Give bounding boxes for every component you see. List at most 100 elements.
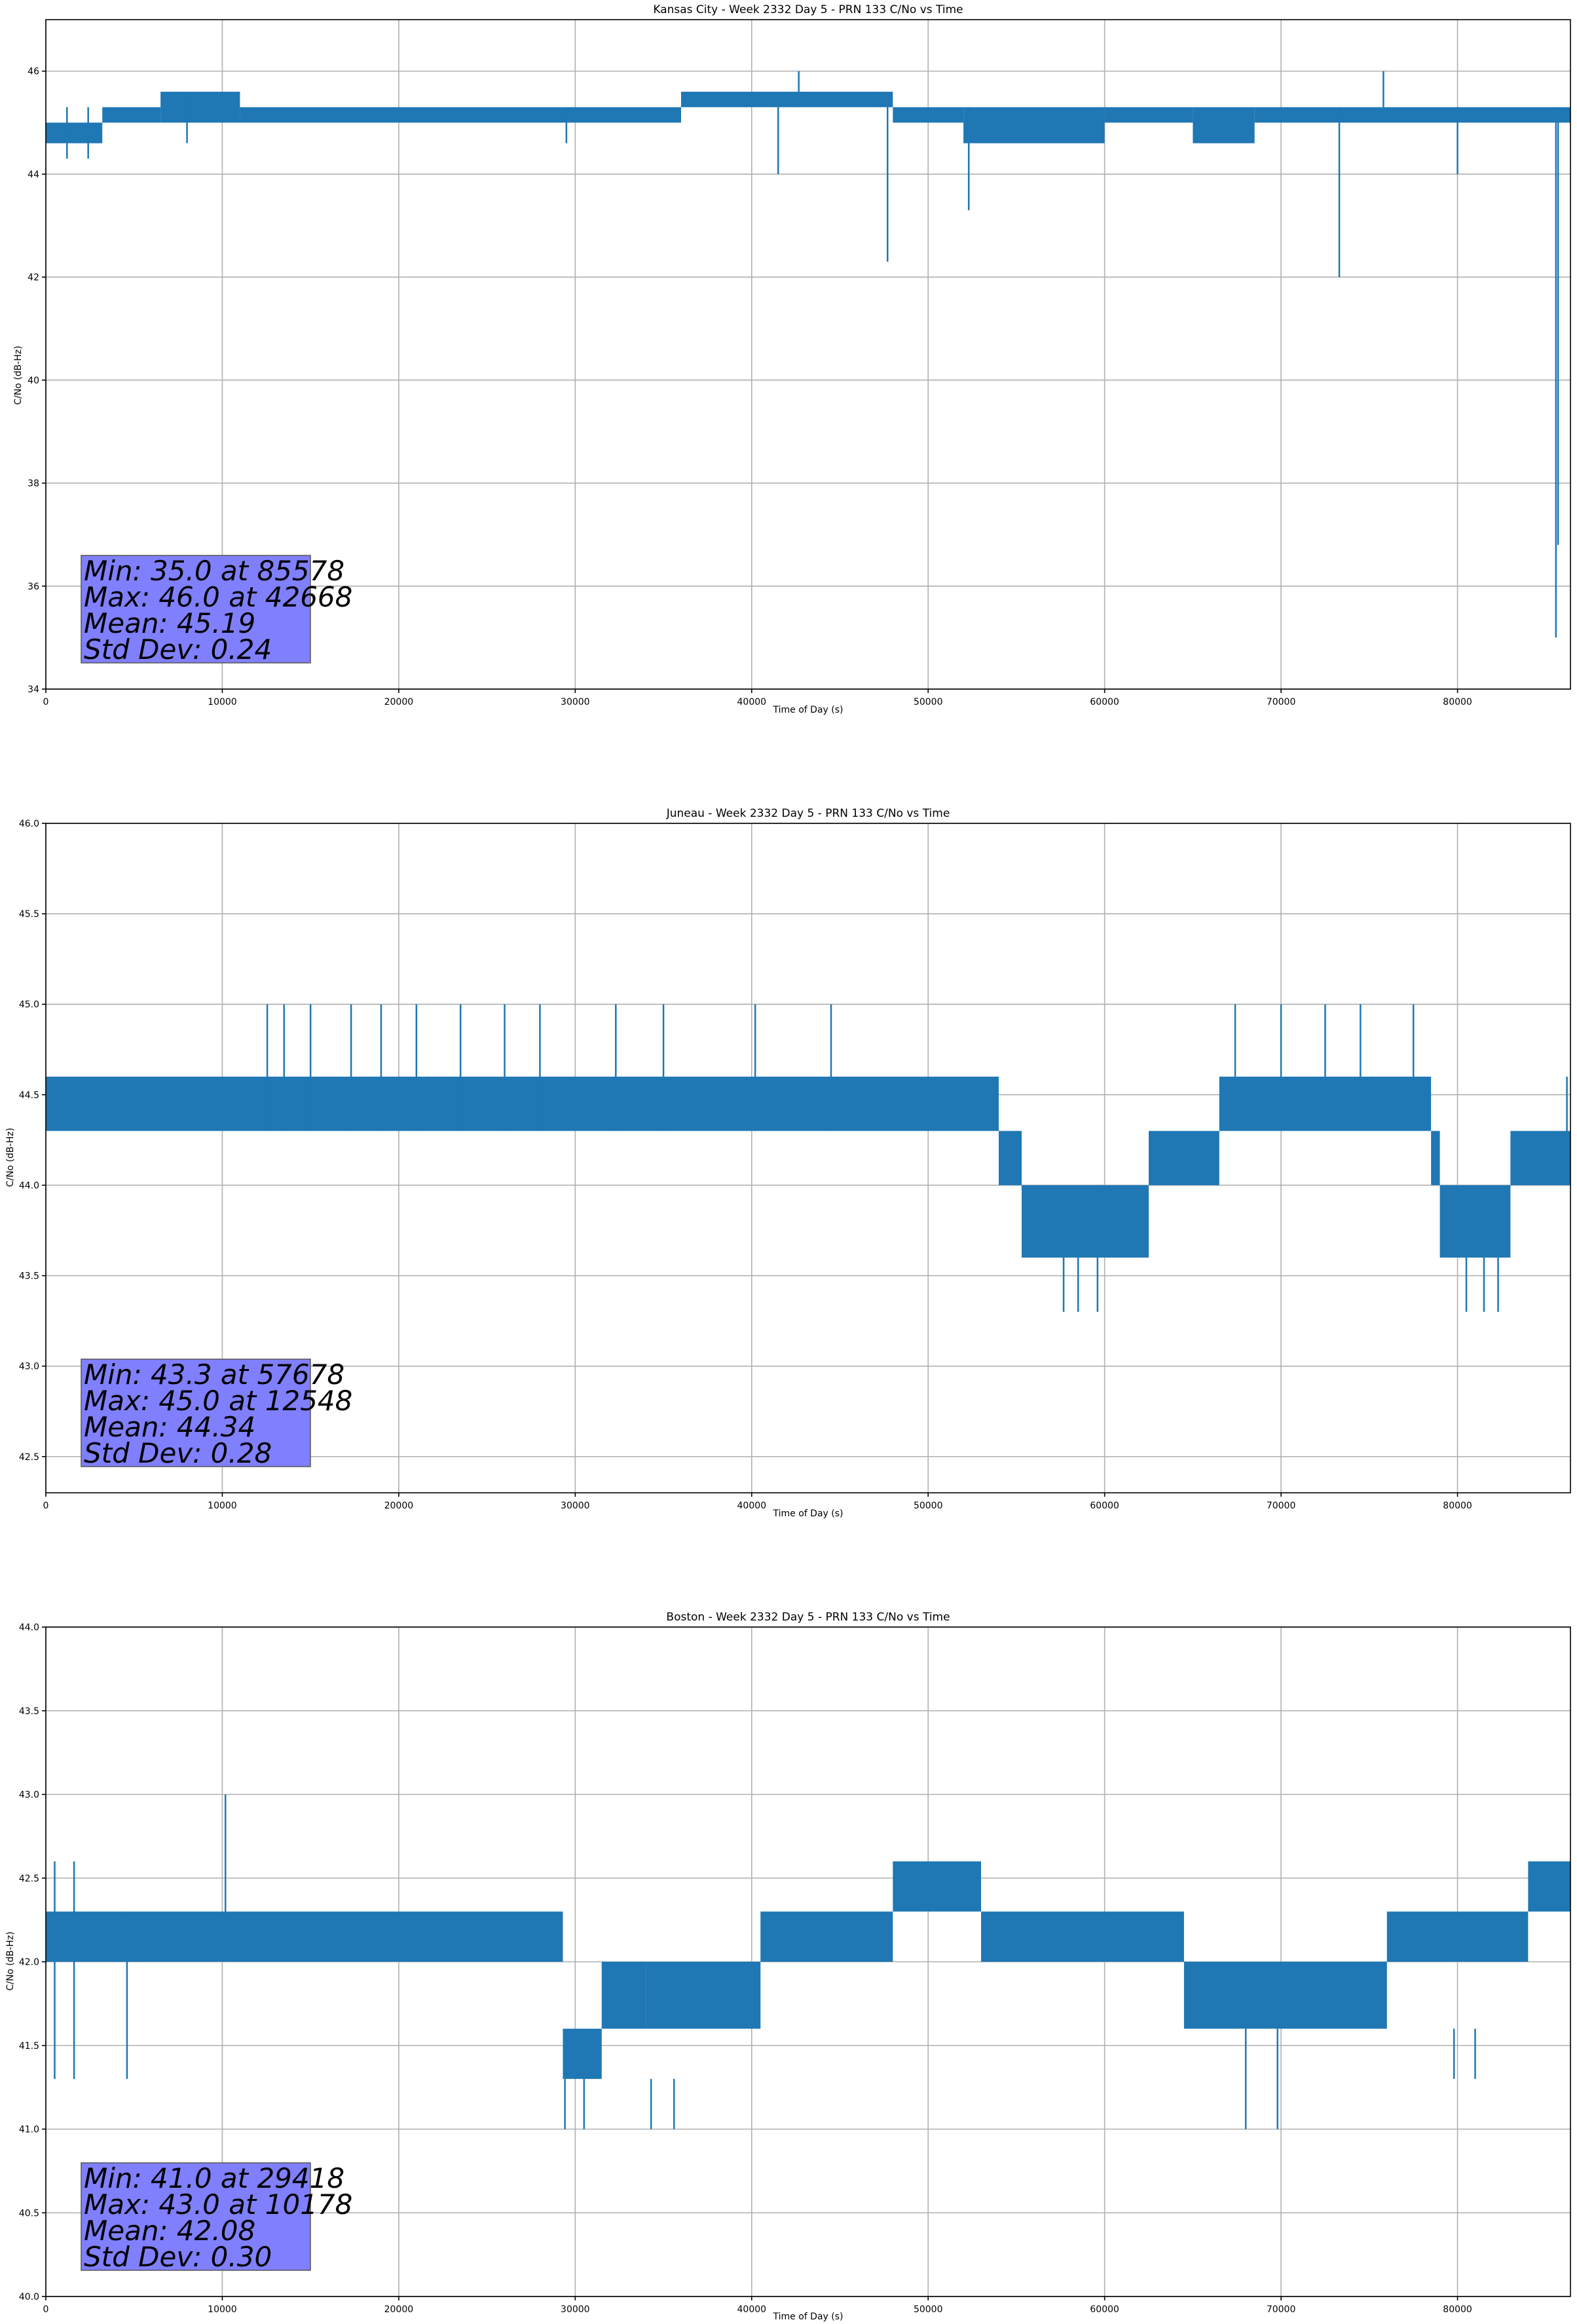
data-band: [240, 107, 681, 123]
y-tick-label: 40.0: [19, 2292, 39, 2302]
x-tick-label: 30000: [561, 1501, 590, 1511]
data-band: [1022, 1185, 1149, 1258]
stats-min: Min: 43.3 at 57678: [84, 1359, 344, 1391]
data-series: [46, 1004, 1570, 1312]
data-band: [1386, 1911, 1529, 1962]
x-tick-label: 60000: [1090, 697, 1119, 707]
data-band: [1254, 107, 1570, 123]
y-tick-label: 41.0: [19, 2125, 39, 2135]
y-tick-label: 42.0: [19, 1957, 39, 1968]
x-tick-label: 70000: [1267, 2304, 1296, 2315]
data-band: [1183, 1962, 1387, 2029]
data-band: [601, 1962, 646, 2029]
x-tick-label: 0: [43, 2304, 49, 2315]
x-tick-label: 40000: [737, 2304, 767, 2315]
data-band: [981, 1911, 1184, 1962]
x-tick-label: 0: [43, 697, 49, 707]
x-tick-label: 50000: [914, 1501, 943, 1511]
x-axis-label: Time of Day (s): [773, 2312, 844, 2322]
stats-mean: Mean: 42.08: [84, 2215, 255, 2247]
x-tick-label: 60000: [1090, 2304, 1119, 2315]
data-band: [963, 107, 1105, 143]
y-tick-label: 44: [28, 170, 39, 180]
x-tick-label: 50000: [914, 697, 943, 707]
x-tick-label: 0: [43, 1501, 49, 1511]
x-tick-label: 60000: [1090, 1501, 1119, 1511]
data-band: [46, 1076, 999, 1131]
y-tick-label: 42.5: [19, 1873, 39, 1884]
x-tick-label: 70000: [1267, 1501, 1296, 1511]
stats-box: [81, 555, 311, 664]
data-band: [1528, 1861, 1570, 1912]
y-axis-label: C/No (dB-Hz): [5, 1932, 16, 1991]
data-band: [1439, 1185, 1511, 1258]
y-tick-label: 45.0: [19, 1000, 39, 1010]
x-tick-label: 30000: [561, 697, 590, 707]
chart-title: Boston - Week 2332 Day 5 - PRN 133 C/No …: [666, 1611, 950, 1624]
y-tick-label: 42: [28, 272, 39, 283]
stats-std-dev: Std Dev: 0.24: [84, 633, 272, 665]
x-tick-label: 80000: [1443, 2304, 1472, 2315]
data-band: [1219, 1076, 1432, 1131]
data-band: [46, 122, 103, 143]
stats-box: [81, 1359, 311, 1467]
stats-min: Min: 35.0 at 85578: [84, 555, 344, 587]
y-tick-label: 44.5: [19, 1090, 39, 1100]
data-series: [46, 1794, 1570, 2129]
stats-std-dev: Std Dev: 0.28: [84, 1437, 272, 1469]
stats-std-dev: Std Dev: 0.30: [84, 2241, 272, 2273]
plot-area: 0 10000 20000 30000 40000 50000 60000 70000 8000…: [28, 19, 1571, 707]
y-axis-label: C/No (dB-Hz): [13, 346, 24, 405]
x-tick-label: 80000: [1443, 697, 1472, 707]
plot-area: 0 10000 20000 30000 40000 50000 60000 70000 8000…: [19, 819, 1571, 1511]
data-band: [893, 107, 964, 123]
y-axis-label: C/No (dB-Hz): [5, 1128, 16, 1187]
boston-chart: 0 10000 20000 30000 40000 50000 60000 70000 8000…: [5, 1611, 1571, 2322]
x-tick-label: 20000: [384, 1501, 414, 1511]
juneau-chart: 0 10000 20000 30000 40000 50000 60000 70000 8000…: [5, 807, 1571, 1519]
data-band: [46, 1911, 563, 1962]
y-tick-label: 38: [28, 479, 39, 489]
stats-max: Max: 45.0 at 12548: [84, 1385, 352, 1417]
x-axis-label: Time of Day (s): [773, 1509, 844, 1519]
x-tick-label: 40000: [737, 697, 767, 707]
data-band: [1149, 1131, 1219, 1186]
x-tick-label: 80000: [1443, 1501, 1472, 1511]
stats-mean: Mean: 44.34: [84, 1411, 255, 1443]
y-tick-label: 41.5: [19, 2041, 39, 2052]
stats-mean: Mean: 45.19: [84, 607, 255, 639]
y-tick-label: 44.0: [19, 1180, 39, 1191]
x-tick-label: 40000: [737, 1501, 767, 1511]
y-tick-label: 45.5: [19, 909, 39, 920]
data-band: [102, 107, 161, 123]
y-tick-label: 36: [28, 582, 39, 592]
x-tick-label: 50000: [914, 2304, 943, 2315]
x-tick-label: 20000: [384, 697, 414, 707]
stats-max: Max: 46.0 at 42668: [84, 581, 352, 613]
axes-frame: [45, 823, 1571, 1493]
y-tick-label: 43.5: [19, 1271, 39, 1282]
y-tick-label: 40: [28, 375, 39, 386]
x-tick-label: 30000: [561, 2304, 590, 2315]
data-band: [160, 92, 240, 123]
chart-title: Juneau - Week 2332 Day 5 - PRN 133 C/No …: [666, 807, 950, 820]
stats-box: [81, 2162, 311, 2271]
x-tick-label: 10000: [208, 1501, 237, 1511]
data-band: [1431, 1131, 1440, 1186]
data-band: [1104, 107, 1193, 123]
y-tick-label: 42.5: [19, 1452, 39, 1463]
y-tick-label: 43.0: [19, 1362, 39, 1372]
plot-area: 0 10000 20000 30000 40000 50000 60000 70000 8000…: [19, 1622, 1571, 2315]
data-band: [999, 1131, 1022, 1186]
data-band: [1510, 1131, 1570, 1186]
x-tick-label: 20000: [384, 2304, 414, 2315]
data-band: [1193, 107, 1255, 143]
axes-frame: [45, 19, 1571, 690]
data-band: [760, 1911, 893, 1962]
chart-title: Kansas City - Week 2332 Day 5 - PRN 133 …: [653, 3, 963, 16]
y-tick-label: 46: [28, 67, 39, 77]
x-axis-label: Time of Day (s): [773, 705, 844, 715]
x-tick-label: 10000: [208, 697, 237, 707]
data-band: [563, 2029, 602, 2079]
stats-min: Min: 41.0 at 29418: [84, 2162, 344, 2194]
